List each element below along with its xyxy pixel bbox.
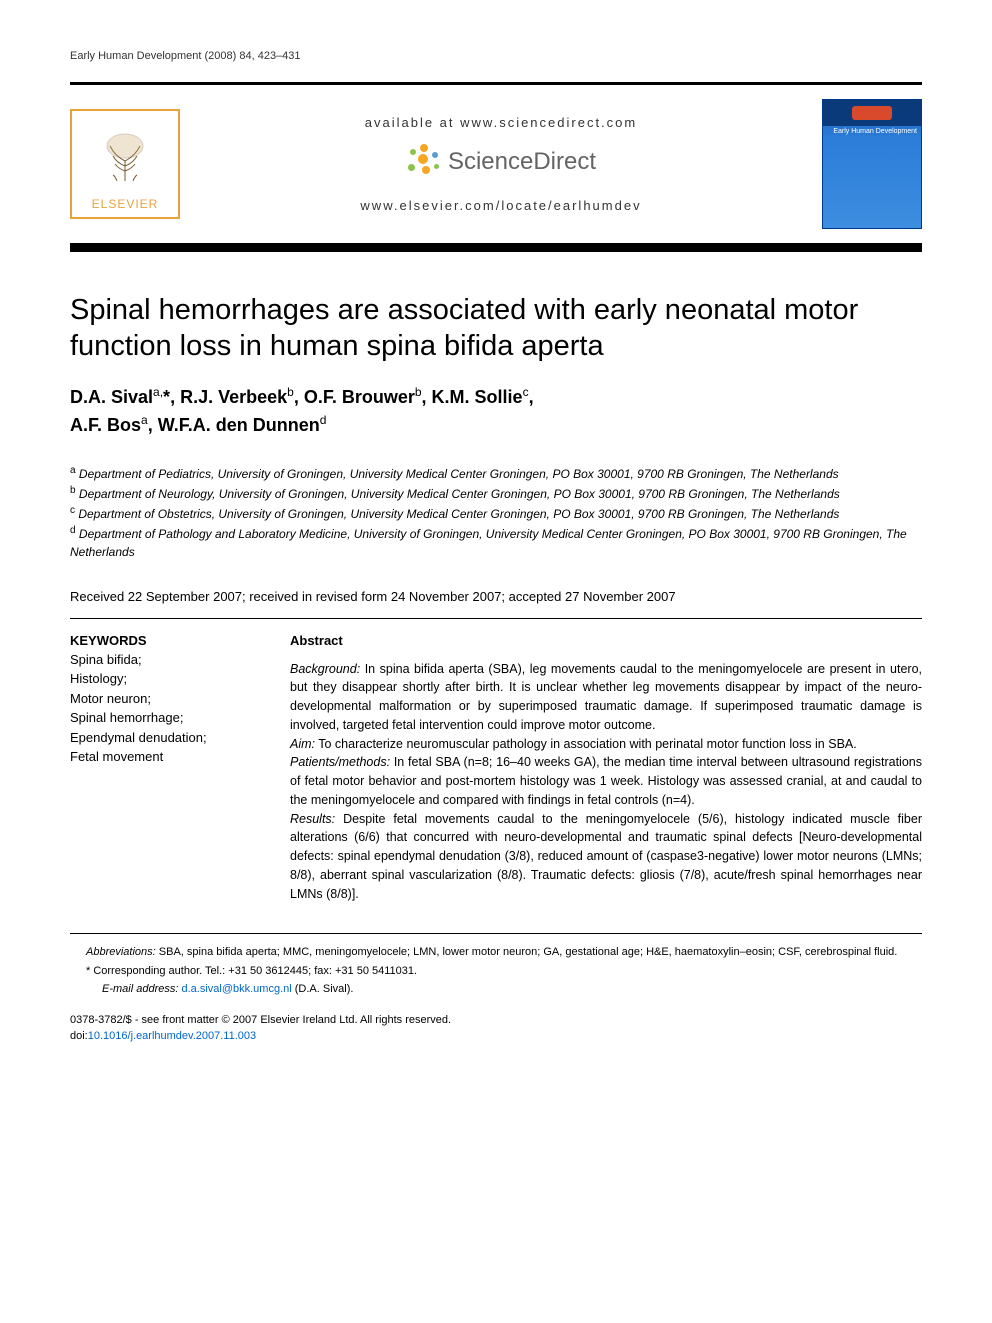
abstract-background-text: In spina bifida aperta (SBA), leg moveme… <box>290 662 922 732</box>
corresponding-author: * Corresponding author. Tel.: +31 50 361… <box>70 963 922 980</box>
elsevier-wordmark: ELSEVIER <box>92 197 159 211</box>
email-label: E-mail address: <box>102 983 178 995</box>
copyright-line: 0378-3782/$ - see front matter © 2007 El… <box>70 1012 922 1029</box>
keyword-item: Spinal hemorrhage; <box>70 708 260 728</box>
abstract-heading: Abstract <box>290 633 922 648</box>
author-sep: , <box>529 387 534 407</box>
abstract-results-label: Results: <box>290 812 335 826</box>
keywords-column: KEYWORDS Spina bifida; Histology; Motor … <box>70 633 260 904</box>
author-name: , O.F. Brouwer <box>294 387 415 407</box>
journal-cover-thumb: Early Human Development <box>822 99 922 229</box>
corr-star: * <box>163 387 170 407</box>
abbrev-label: Abbreviations: <box>86 946 156 958</box>
footer-block: Abbreviations: SBA, spina bifida aperta;… <box>70 933 922 998</box>
elsevier-logo: ELSEVIER <box>70 109 180 219</box>
doi-label: doi: <box>70 1030 88 1042</box>
affiliation-d: Department of Pathology and Laboratory M… <box>70 527 907 559</box>
cover-badge-icon <box>852 106 892 120</box>
sciencedirect-dots-icon <box>406 144 442 180</box>
elsevier-tree-icon <box>95 131 155 191</box>
author-name: , W.F.A. den Dunnen <box>148 415 320 435</box>
keywords-list: Spina bifida; Histology; Motor neuron; S… <box>70 650 260 767</box>
header-center: available at www.sciencedirect.com Scien… <box>200 115 802 213</box>
author-aff-sup: b <box>287 385 294 399</box>
cover-title: Early Human Development <box>833 128 917 136</box>
author-aff-sup: a, <box>153 385 163 399</box>
abstract-background-label: Background: <box>290 662 360 676</box>
author-name: , R.J. Verbeek <box>170 387 287 407</box>
running-head: Early Human Development (2008) 84, 423–4… <box>70 50 922 62</box>
affiliation-a: Department of Pediatrics, University of … <box>79 467 839 481</box>
email-tail: (D.A. Sival). <box>292 983 354 995</box>
abstract-patients-label: Patients/methods: <box>290 755 390 769</box>
abstract-aim-label: Aim: <box>290 737 315 751</box>
affiliation-b: Department of Neurology, University of G… <box>79 487 840 501</box>
email-link[interactable]: d.a.sival@bkk.umcg.nl <box>181 983 291 995</box>
author-aff-sup: a <box>141 413 148 427</box>
keyword-item: Fetal movement <box>70 747 260 767</box>
keywords-abstract-row: KEYWORDS Spina bifida; Histology; Motor … <box>70 633 922 904</box>
available-at-line: available at www.sciencedirect.com <box>200 115 802 130</box>
author-aff-sup: d <box>320 413 327 427</box>
journal-url: www.elsevier.com/locate/earlhumdev <box>200 198 802 213</box>
affiliation-c: Department of Obstetrics, University of … <box>78 507 839 521</box>
doi-link[interactable]: 10.1016/j.earlhumdev.2007.11.003 <box>88 1030 256 1042</box>
keyword-item: Ependymal denudation; <box>70 728 260 748</box>
affiliations: a Department of Pediatrics, University o… <box>70 463 922 561</box>
abstract-body: Background: In spina bifida aperta (SBA)… <box>290 660 922 904</box>
author-aff-sup: b <box>415 385 422 399</box>
abstract-column: Abstract Background: In spina bifida ape… <box>290 633 922 904</box>
author-name: A.F. Bos <box>70 415 141 435</box>
divider <box>70 618 922 619</box>
authors: D.A. Sivala,*, R.J. Verbeekb, O.F. Brouw… <box>70 383 922 439</box>
copyright-block: 0378-3782/$ - see front matter © 2007 El… <box>70 1012 922 1045</box>
sciencedirect-logo: ScienceDirect <box>406 144 596 180</box>
keyword-item: Histology; <box>70 669 260 689</box>
article-title: Spinal hemorrhages are associated with e… <box>70 292 922 365</box>
keyword-item: Motor neuron; <box>70 689 260 709</box>
abstract-aim-text: To characterize neuromuscular pathology … <box>315 737 857 751</box>
journal-header: ELSEVIER available at www.sciencedirect.… <box>70 82 922 252</box>
abstract-results-text: Despite fetal movements caudal to the me… <box>290 812 922 901</box>
author-name: D.A. Sival <box>70 387 153 407</box>
sciencedirect-wordmark: ScienceDirect <box>448 148 596 176</box>
article-dates: Received 22 September 2007; received in … <box>70 589 922 604</box>
keywords-heading: KEYWORDS <box>70 633 260 648</box>
author-name: , K.M. Sollie <box>422 387 523 407</box>
cover-top-bar <box>823 100 921 126</box>
abbrev-text: SBA, spina bifida aperta; MMC, meningomy… <box>156 946 898 958</box>
keyword-item: Spina bifida; <box>70 650 260 670</box>
